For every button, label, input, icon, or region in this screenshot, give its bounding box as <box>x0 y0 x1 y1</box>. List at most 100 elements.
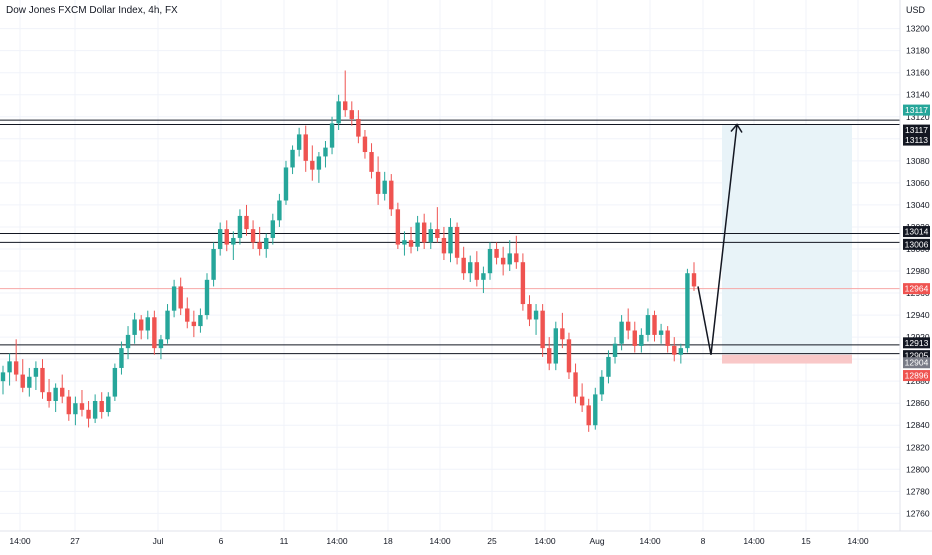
y-tick-label: 12840 <box>906 420 930 430</box>
x-tick-label: Jul <box>153 536 164 546</box>
candle-body <box>283 167 289 201</box>
candle-body <box>395 209 401 245</box>
x-tick-label: 14:00 <box>639 536 661 546</box>
candle-body <box>461 257 466 274</box>
candle-body <box>66 396 72 415</box>
candle-body <box>520 262 526 305</box>
candle-body <box>356 118 361 137</box>
y-tick-label: 13180 <box>906 46 930 56</box>
candle-body <box>217 229 223 249</box>
candle-body <box>632 330 637 346</box>
candle-body <box>237 215 243 238</box>
candle-body <box>672 345 677 355</box>
x-tick-label: 6 <box>219 536 224 546</box>
projection-path <box>697 124 738 355</box>
candle-body <box>468 262 473 274</box>
candle-body <box>329 123 335 148</box>
candle-body <box>106 396 111 413</box>
candle-body <box>566 339 572 373</box>
candle-body <box>92 401 98 419</box>
candle-body <box>0 372 6 382</box>
candle-body <box>60 387 65 397</box>
candle-body <box>20 374 25 388</box>
target-zone <box>722 124 852 355</box>
candle-body <box>652 315 657 335</box>
candle-body <box>46 392 52 402</box>
candle-body <box>560 328 565 340</box>
candle-body <box>599 376 605 395</box>
candle-body <box>369 152 374 172</box>
x-tick-label: 14:00 <box>534 536 556 546</box>
x-tick-label: Aug <box>589 536 604 546</box>
candle-body <box>40 367 45 393</box>
candle-body <box>316 156 322 170</box>
candle-body <box>73 403 78 415</box>
x-tick-label: 14:00 <box>743 536 765 546</box>
candle-body <box>481 273 486 280</box>
candle-body <box>204 279 210 316</box>
price-label-text: 12964 <box>905 284 929 294</box>
candle-body <box>658 330 664 335</box>
y-tick-label: 12920 <box>906 332 930 342</box>
price-axis[interactable]: 1276012780128001282012840128601288012900… <box>906 24 930 519</box>
y-tick-label: 12820 <box>906 442 930 452</box>
x-tick-label: 25 <box>487 536 497 546</box>
time-axis[interactable]: 14:00 27 Jul 6 11 14:00 18 14:00 25 14:00 Aug 14:00… <box>9 536 869 546</box>
candle-body <box>402 240 407 245</box>
candle-body <box>533 310 539 320</box>
candle-body <box>53 387 58 402</box>
arrow-head <box>730 123 743 133</box>
candle-body <box>178 286 183 309</box>
candle-body <box>507 253 512 265</box>
currency-label: USD <box>906 5 926 15</box>
candle-body <box>421 222 427 243</box>
candle-body <box>415 222 420 247</box>
candle-body <box>257 242 262 249</box>
candle-body <box>145 317 150 331</box>
candle-body <box>678 348 684 355</box>
chart-title: Dow Jones FXCM Dollar Index, 4h, FX <box>6 5 178 16</box>
candle-body <box>612 343 618 357</box>
candle-body <box>514 253 519 263</box>
zones-layer <box>722 124 852 364</box>
candle-body <box>250 229 256 243</box>
candle-body <box>645 315 651 335</box>
price-label-box <box>903 226 930 238</box>
candle-body <box>125 334 131 349</box>
x-tick-label: 8 <box>701 536 706 546</box>
candle-body <box>99 401 104 413</box>
y-tick-label: 13200 <box>906 24 930 34</box>
projection-layer <box>697 123 743 355</box>
candle-body <box>625 321 631 331</box>
candle-body <box>547 348 552 364</box>
candle-body <box>224 229 229 245</box>
candle-body <box>382 180 387 194</box>
candle-body <box>691 273 697 287</box>
y-tick-label: 12760 <box>906 508 930 518</box>
y-tick-label: 12780 <box>906 486 930 496</box>
x-tick-label: 27 <box>70 536 80 546</box>
price-labels-layer: 1311713117131131301413006129641291312905… <box>903 104 930 382</box>
y-tick-label: 12860 <box>906 398 930 408</box>
y-tick-label: 12880 <box>906 376 930 386</box>
candle-body <box>27 376 32 388</box>
candle-body <box>152 317 157 349</box>
y-tick-label: 12980 <box>906 266 930 276</box>
candles-layer <box>0 70 697 432</box>
y-tick-label: 12800 <box>906 464 930 474</box>
candle-body <box>487 248 493 274</box>
candle-body <box>389 180 394 210</box>
y-tick-label: 13120 <box>906 112 930 122</box>
candle-body <box>231 237 236 245</box>
x-tick-label: 15 <box>801 536 811 546</box>
price-label-text: 13014 <box>905 227 929 237</box>
candle-body <box>586 405 591 426</box>
price-label-box <box>903 104 930 116</box>
candle-body <box>474 262 480 280</box>
candle-body <box>198 315 203 327</box>
candle-body <box>540 310 545 349</box>
candle-body <box>244 215 249 230</box>
price-label-box <box>903 238 930 250</box>
